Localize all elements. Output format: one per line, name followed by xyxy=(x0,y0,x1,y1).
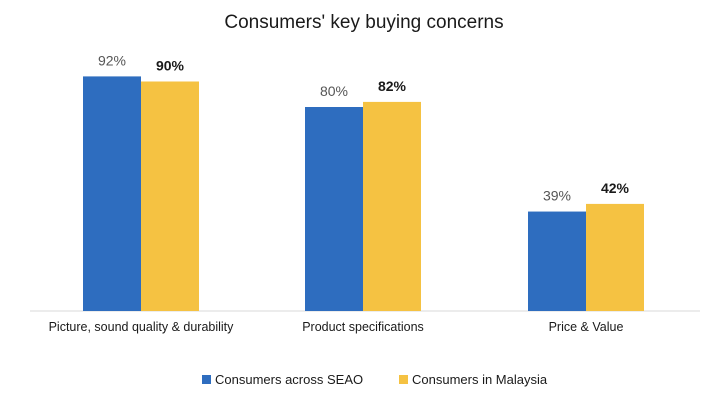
data-label-seao-1: 80% xyxy=(320,83,348,99)
data-label-malaysia-1: 82% xyxy=(378,78,407,94)
legend-swatch-seao xyxy=(202,375,211,384)
data-label-seao-0: 92% xyxy=(98,52,126,68)
legend: Consumers across SEAO Consumers in Malays… xyxy=(202,372,548,387)
bar-malaysia-0 xyxy=(141,81,199,311)
data-label-malaysia-0: 90% xyxy=(156,58,185,74)
data-label-malaysia-2: 42% xyxy=(601,180,630,196)
legend-label-malaysia: Consumers in Malaysia xyxy=(412,372,548,387)
chart-title: Consumers' key buying concerns xyxy=(224,12,503,33)
category-label-0: Picture, sound quality & durability xyxy=(49,320,235,334)
plot-area: 92% 90% Picture, sound quality & durabilit… xyxy=(30,52,700,334)
bar-seao-0 xyxy=(83,76,141,312)
category-label-1: Product specifications xyxy=(302,320,424,334)
bar-seao-2 xyxy=(528,211,586,311)
legend-label-seao: Consumers across SEAO xyxy=(215,372,363,387)
bar-malaysia-1 xyxy=(363,101,421,312)
bar-seao-1 xyxy=(305,107,363,311)
bar-malaysia-2 xyxy=(586,203,644,311)
legend-swatch-malaysia xyxy=(399,375,408,384)
category-label-2: Price & Value xyxy=(549,320,624,334)
data-label-seao-2: 39% xyxy=(543,188,571,204)
